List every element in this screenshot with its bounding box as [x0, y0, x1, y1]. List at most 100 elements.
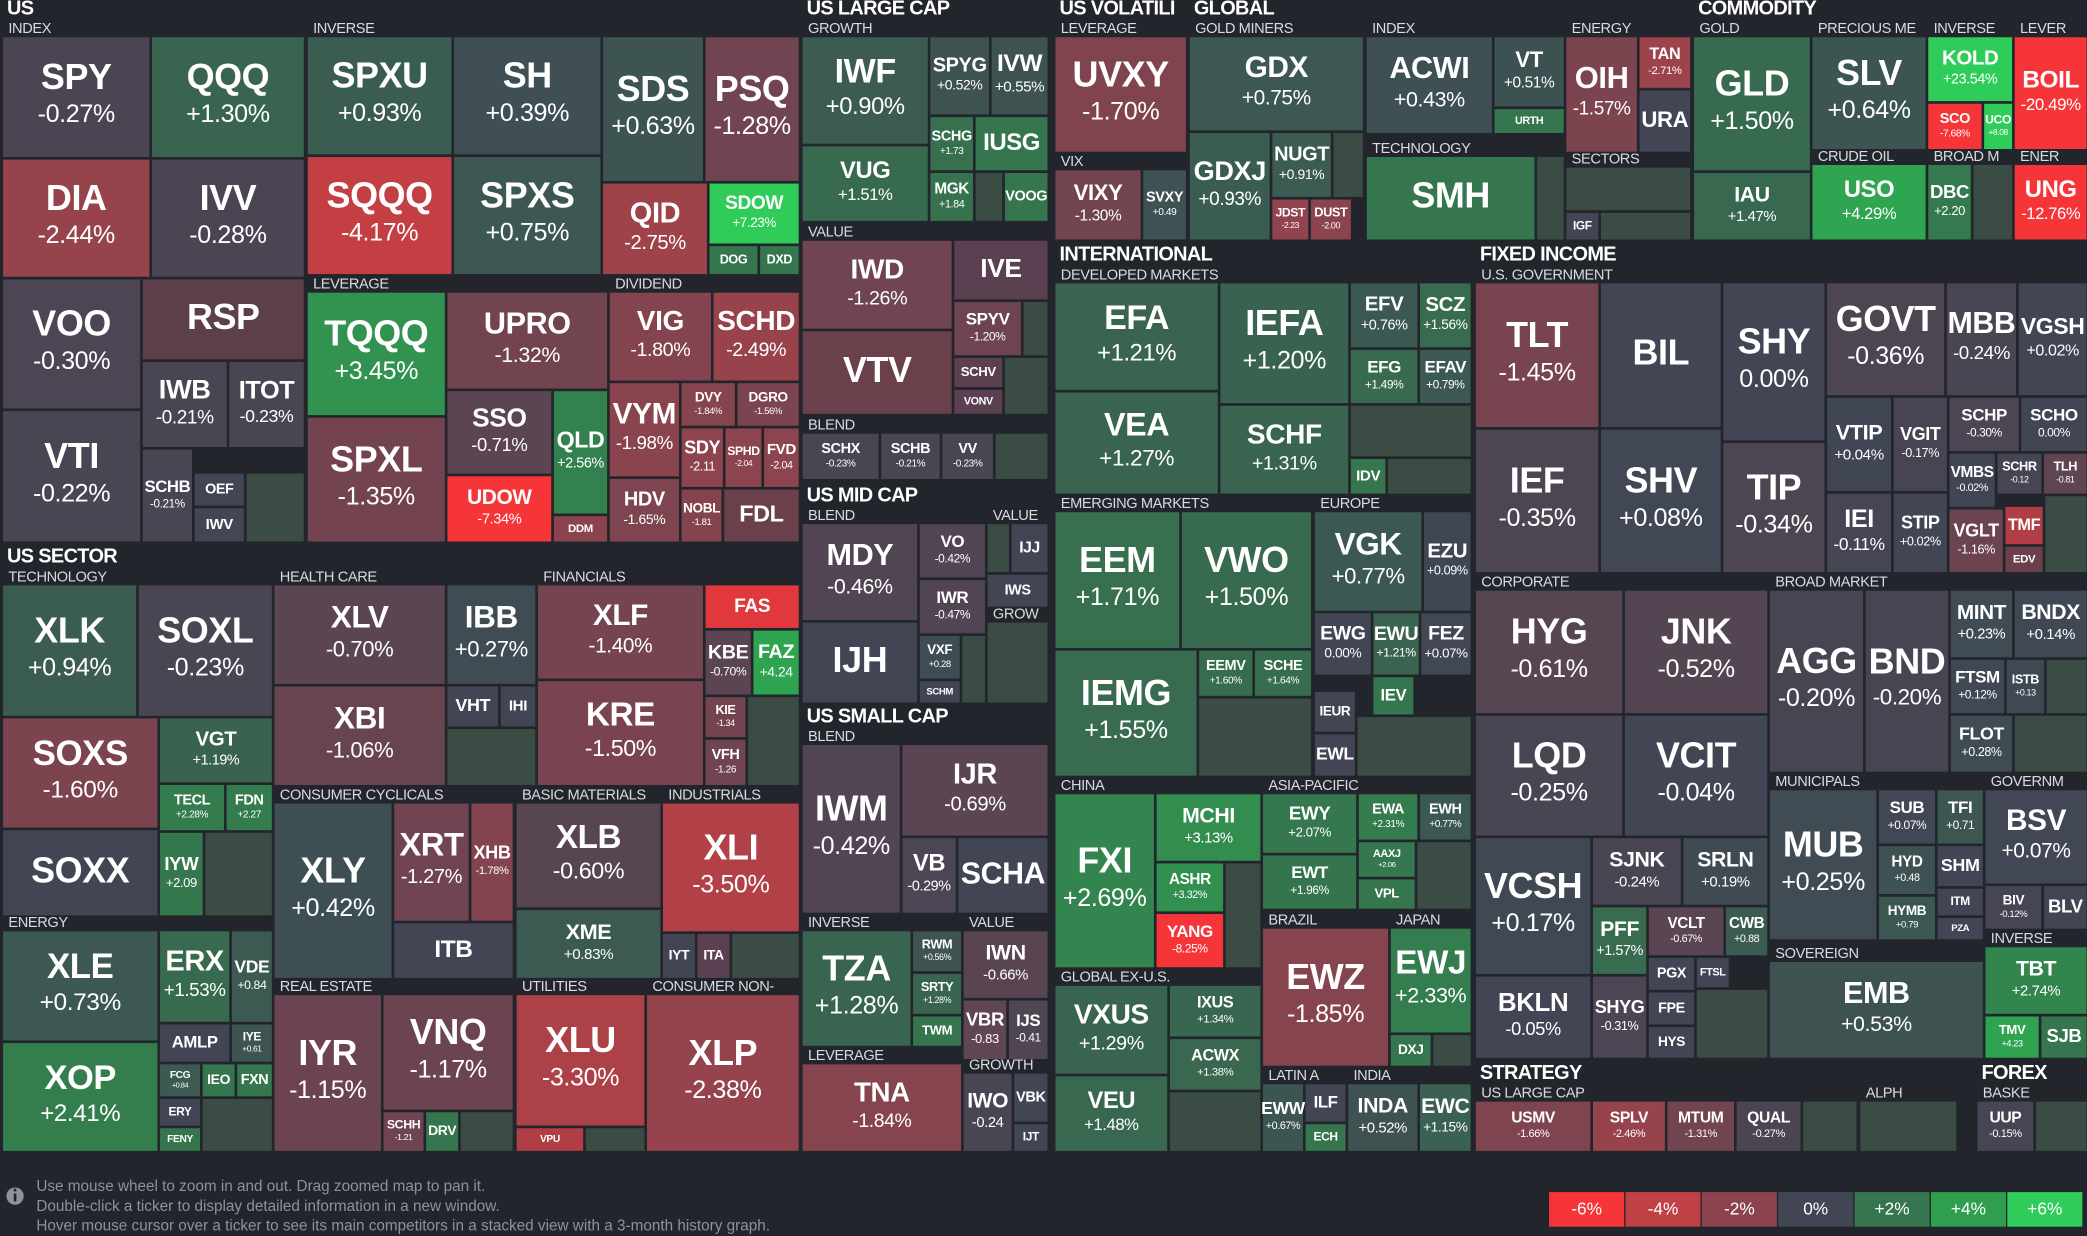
ticker-tile[interactable] [1985, 947, 2087, 1014]
ticker-tile[interactable] [553, 516, 608, 542]
ticker-tile[interactable] [1566, 37, 1637, 152]
ticker-tile[interactable] [991, 37, 1048, 115]
ticker-tile[interactable] [1350, 283, 1418, 348]
ticker-tile[interactable] [1055, 170, 1141, 240]
ticker-tile[interactable] [152, 37, 304, 157]
ticker-tile[interactable] [447, 585, 536, 684]
ticker-tile[interactable] [516, 1128, 584, 1151]
ticker-tile[interactable] [1769, 790, 1877, 940]
ticker-tile[interactable] [1723, 283, 1825, 441]
ticker-tile[interactable] [1220, 283, 1349, 404]
ticker-tile[interactable] [963, 1073, 1012, 1151]
ticker-tile[interactable] [919, 580, 985, 634]
ticker-tile[interactable] [1566, 212, 1599, 240]
ticker-tile[interactable] [2021, 397, 2087, 452]
ticker-tile[interactable] [1263, 928, 1389, 1066]
ticker-tile[interactable] [394, 923, 513, 978]
ticker-tile[interactable] [1946, 283, 2017, 396]
ticker-tile[interactable] [1475, 590, 1623, 714]
ticker-tile[interactable] [3, 411, 141, 542]
ticker-tile[interactable] [1592, 838, 1681, 905]
ticker-tile[interactable] [764, 428, 799, 487]
ticker-tile[interactable] [160, 784, 224, 831]
ticker-tile[interactable] [1475, 1101, 1591, 1151]
ticker-tile[interactable] [705, 37, 799, 181]
ticker-tile[interactable] [1827, 283, 1945, 396]
ticker-tile[interactable] [1366, 156, 1535, 240]
ticker-tile[interactable] [1189, 133, 1270, 240]
ticker-tile[interactable] [1169, 1039, 1261, 1090]
ticker-tile[interactable] [426, 1112, 459, 1151]
ticker-tile[interactable] [1639, 90, 1691, 152]
ticker-tile[interactable] [1950, 659, 2005, 714]
ticker-tile[interactable] [1592, 976, 1647, 1058]
ticker-tile[interactable] [975, 117, 1048, 171]
ticker-tile[interactable] [681, 383, 735, 426]
ticker-tile[interactable] [1008, 1000, 1048, 1060]
ticker-tile[interactable] [1420, 349, 1471, 404]
ticker-tile[interactable] [681, 489, 722, 542]
ticker-tile[interactable] [1827, 493, 1892, 573]
ticker-tile[interactable] [1305, 1084, 1346, 1122]
ticker-tile[interactable] [1424, 512, 1471, 611]
ticker-tile[interactable] [447, 391, 552, 474]
ticker-tile[interactable] [516, 995, 645, 1126]
ticker-tile[interactable] [954, 389, 1003, 414]
ticker-tile[interactable] [1314, 734, 1355, 776]
ticker-tile[interactable] [705, 630, 751, 695]
ticker-tile[interactable] [1156, 914, 1224, 968]
ticker-tile[interactable] [603, 37, 703, 181]
ticker-tile[interactable] [1004, 172, 1048, 221]
ticker-tile[interactable] [1011, 524, 1048, 573]
ticker-tile[interactable] [1475, 715, 1623, 836]
ticker-tile[interactable] [1055, 283, 1218, 390]
ticker-tile[interactable] [1997, 453, 2042, 494]
ticker-tile[interactable] [160, 718, 272, 783]
ticker-tile[interactable] [902, 838, 956, 913]
ticker-tile[interactable] [662, 933, 695, 978]
ticker-tile[interactable] [697, 933, 730, 978]
ticker-tile[interactable] [1879, 896, 1935, 940]
ticker-tile[interactable] [274, 803, 392, 978]
ticker-tile[interactable] [954, 357, 1003, 388]
ticker-tile[interactable] [1358, 842, 1415, 877]
ticker-tile[interactable] [1592, 1101, 1665, 1151]
ticker-tile[interactable] [913, 973, 962, 1014]
ticker-tile[interactable] [1694, 37, 1810, 171]
ticker-tile[interactable] [1373, 613, 1419, 675]
ticker-tile[interactable] [1475, 838, 1591, 974]
ticker-tile[interactable] [160, 1098, 200, 1126]
ticker-tile[interactable] [603, 183, 707, 275]
ticker-tile[interactable] [1879, 846, 1935, 895]
ticker-tile[interactable] [919, 681, 960, 703]
ticker-tile[interactable] [138, 585, 272, 716]
ticker-tile[interactable] [1667, 1101, 1735, 1151]
ticker-tile[interactable] [1494, 37, 1564, 107]
ticker-tile[interactable] [237, 1064, 272, 1097]
ticker-tile[interactable] [1314, 512, 1422, 611]
ticker-tile[interactable] [1812, 164, 1926, 240]
ticker-tile[interactable] [231, 1024, 272, 1062]
ticker-tile[interactable] [3, 585, 137, 716]
ticker-tile[interactable] [3, 830, 158, 916]
ticker-tile[interactable] [1726, 907, 1768, 956]
ticker-tile[interactable] [553, 391, 608, 514]
ticker-tile[interactable] [1937, 790, 1983, 844]
ticker-tile[interactable] [226, 784, 272, 831]
ticker-tile[interactable] [1985, 1016, 2039, 1058]
ticker-tile[interactable] [1314, 613, 1371, 675]
ticker-tile[interactable] [1272, 199, 1309, 240]
ticker-tile[interactable] [1600, 429, 1721, 573]
ticker-tile[interactable] [1950, 590, 2013, 658]
ticker-tile[interactable] [1893, 397, 1947, 491]
ticker-tile[interactable] [383, 1112, 424, 1151]
ticker-tile[interactable] [160, 832, 203, 916]
ticker-tile[interactable] [1263, 855, 1357, 909]
ticker-tile[interactable] [1366, 37, 1492, 134]
ticker-tile[interactable] [1949, 397, 2019, 452]
ticker-tile[interactable] [537, 585, 703, 679]
ticker-tile[interactable] [1475, 976, 1591, 1058]
ticker-tile[interactable] [705, 585, 799, 628]
ticker-tile[interactable] [930, 117, 973, 171]
ticker-tile[interactable] [802, 146, 928, 221]
